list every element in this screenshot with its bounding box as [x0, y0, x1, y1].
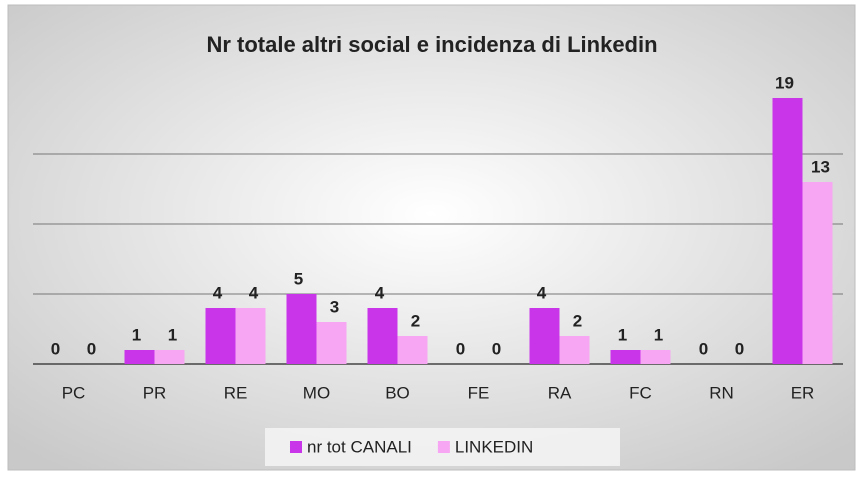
bar: [772, 98, 803, 364]
data-label: 4: [249, 283, 259, 302]
data-label: 0: [456, 339, 465, 358]
bar: [205, 308, 236, 364]
data-label: 19: [775, 73, 794, 92]
bar: [316, 322, 347, 364]
x-tick-label: FE: [468, 383, 490, 402]
bar: [802, 182, 833, 364]
legend-label: nr tot CANALI: [307, 437, 412, 456]
data-label: 1: [618, 325, 627, 344]
x-tick-label: FC: [629, 383, 652, 402]
data-label: 4: [213, 283, 223, 302]
x-tick-label: PC: [62, 383, 86, 402]
data-label: 3: [330, 297, 339, 316]
data-label: 5: [294, 269, 303, 288]
bar: [124, 350, 155, 364]
x-tick-label: MO: [303, 383, 330, 402]
bar: [286, 294, 317, 364]
bar: [235, 308, 266, 364]
data-label: 0: [699, 339, 708, 358]
legend-swatch: [437, 441, 450, 453]
bar: [559, 336, 590, 364]
x-tick-label: RA: [548, 383, 572, 402]
x-tick-label: RE: [224, 383, 248, 402]
x-tick-label: PR: [143, 383, 167, 402]
data-label: 1: [132, 325, 141, 344]
data-label: 0: [492, 339, 501, 358]
data-label: 1: [654, 325, 663, 344]
bar: [529, 308, 560, 364]
bar: [610, 350, 641, 364]
data-label: 0: [87, 339, 96, 358]
data-label: 2: [411, 311, 420, 330]
data-label: 1: [168, 325, 177, 344]
bar: [367, 308, 398, 364]
data-label: 13: [811, 157, 830, 176]
data-label: 0: [51, 339, 60, 358]
bar: [640, 350, 671, 364]
legend-swatch: [290, 441, 302, 453]
bar: [154, 350, 185, 364]
chart-title: Nr totale altri social e incidenza di Li…: [206, 32, 657, 57]
legend-label: LINKEDIN: [455, 437, 533, 456]
data-label: 4: [375, 283, 385, 302]
chart-background: [7, 4, 856, 471]
data-label: 4: [537, 283, 547, 302]
x-tick-label: BO: [385, 383, 410, 402]
bar: [397, 336, 428, 364]
data-label: 0: [735, 339, 744, 358]
x-tick-label: ER: [791, 383, 815, 402]
x-tick-label: RN: [709, 383, 734, 402]
data-label: 2: [573, 311, 582, 330]
